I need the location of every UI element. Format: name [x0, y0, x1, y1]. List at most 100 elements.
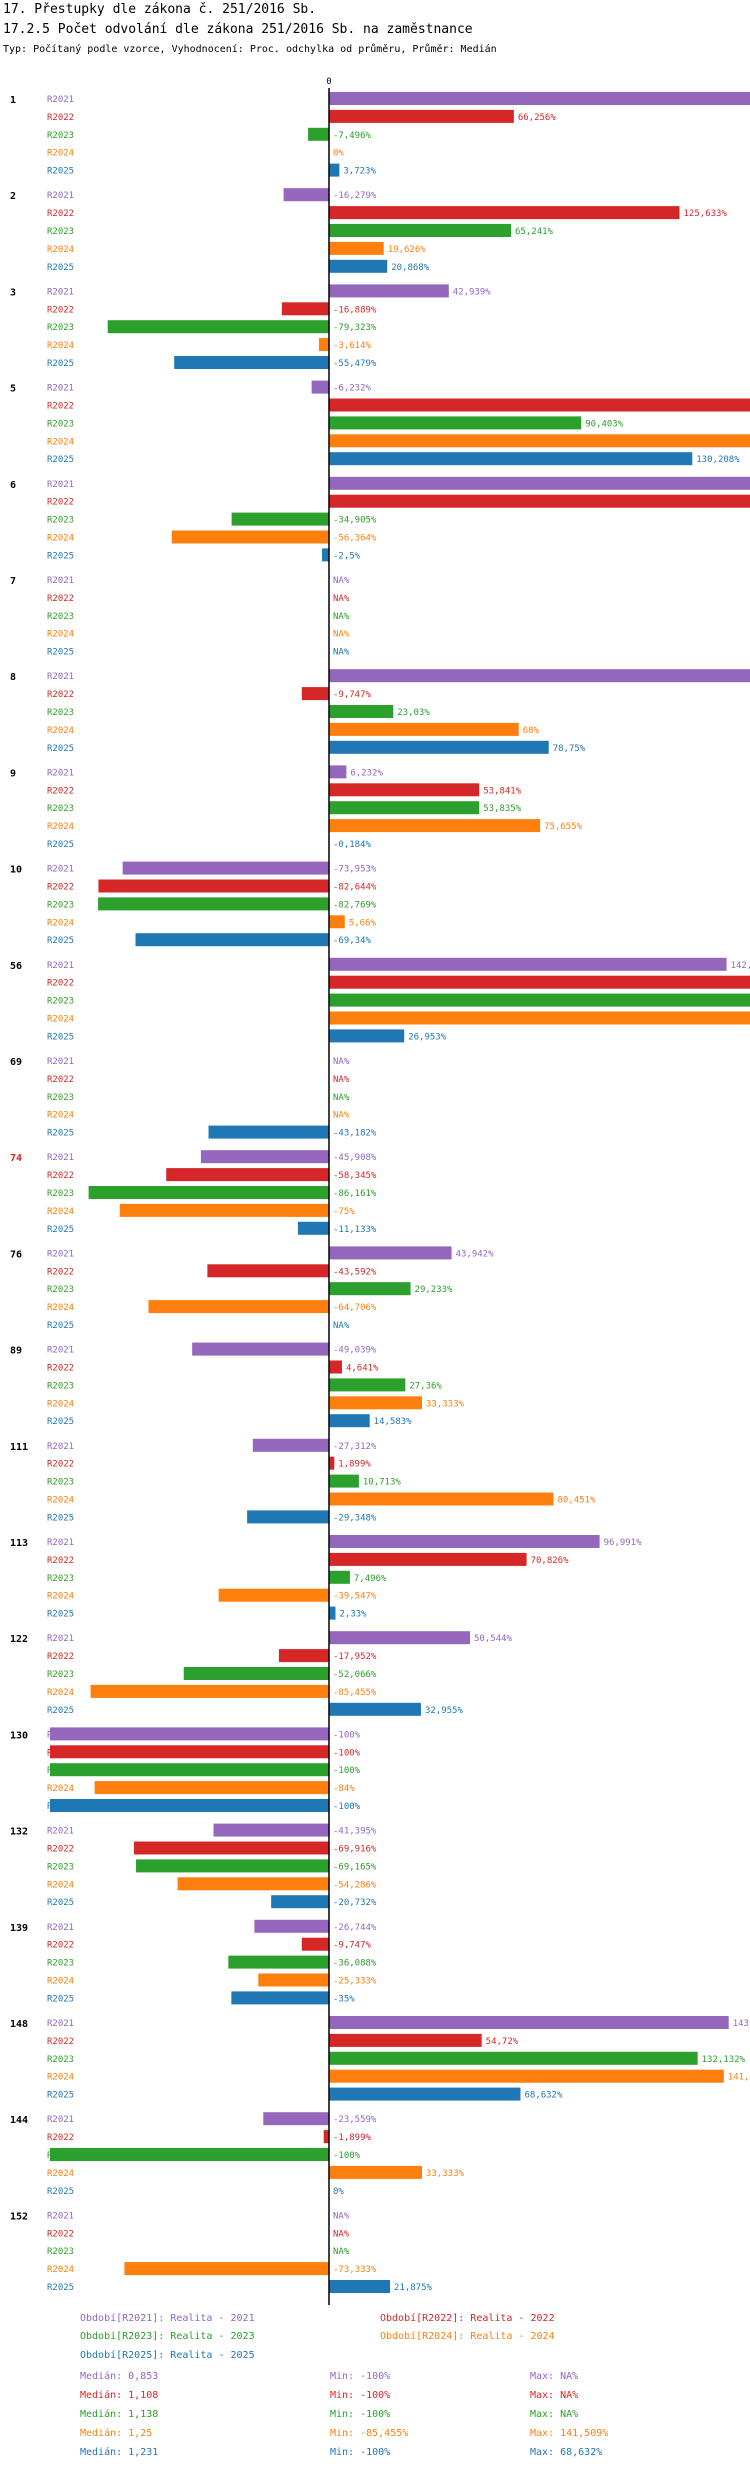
- series-label-r2023: R2023: [47, 516, 74, 526]
- group-label-8: 8: [10, 672, 16, 683]
- data-label-9-r2023: 53,835%: [483, 804, 522, 814]
- data-label-8-r2025: 78,75%: [553, 744, 586, 754]
- bar-148-r2025: [329, 2087, 521, 2101]
- series-label-r2022: R2022: [47, 402, 74, 412]
- series-label-r2023: R2023: [47, 1285, 74, 1295]
- data-label-122-r2025: 32,955%: [425, 1706, 464, 1716]
- data-label-152-r2025: 21,875%: [394, 2283, 433, 2293]
- data-label-3-r2022: -16,889%: [333, 305, 377, 315]
- series-label-r2021: R2021: [47, 1442, 74, 1452]
- bar-113-r2023: [329, 1570, 350, 1584]
- series-label-r2021: R2021: [47, 672, 74, 682]
- bar-5-r2022: [329, 398, 750, 412]
- data-label-132-r2025: -20,732%: [333, 1898, 377, 1908]
- series-label-r2022: R2022: [47, 1075, 74, 1085]
- series-label-r2021: R2021: [47, 1346, 74, 1356]
- bar-8-r2024: [329, 722, 519, 736]
- data-label-3-r2025: -55,479%: [333, 359, 377, 369]
- series-label-r2023: R2023: [47, 323, 74, 333]
- bar-130-r2024: [94, 1781, 329, 1795]
- series-label-r2023: R2023: [47, 900, 74, 910]
- series-label-r2024: R2024: [47, 1784, 74, 1794]
- series-label-r2024: R2024: [47, 341, 74, 351]
- bar-113-r2021: [329, 1535, 600, 1548]
- bar-74-r2024: [119, 1203, 329, 1217]
- series-label-r2025: R2025: [47, 840, 74, 850]
- bar-113-r2025: [329, 1606, 336, 1620]
- series-label-r2021: R2021: [47, 961, 74, 971]
- bar-3-r2025: [174, 356, 329, 369]
- series-label-r2022: R2022: [47, 1556, 74, 1566]
- series-label-r2022: R2022: [47, 1941, 74, 1951]
- bar-111-r2023: [329, 1474, 359, 1488]
- series-label-r2023: R2023: [47, 997, 74, 1007]
- stat-median-r2023: Medián: 1,138: [80, 2409, 159, 2420]
- data-label-10-r2025: -69,34%: [333, 936, 372, 946]
- data-label-113-r2022: 70,826%: [531, 1556, 570, 1566]
- data-label-1-r2022: 66,256%: [518, 113, 557, 123]
- bar-3-r2023: [107, 320, 329, 334]
- data-label-89-r2022: 4,641%: [346, 1364, 379, 1374]
- series-label-r2025: R2025: [47, 1032, 74, 1042]
- series-label-r2021: R2021: [47, 1057, 74, 1067]
- data-label-5-r2025: 130,208%: [696, 455, 740, 465]
- data-label-139-r2025: -35%: [333, 1994, 355, 2004]
- bar-122-r2021: [329, 1631, 471, 1645]
- series-label-r2024: R2024: [47, 1592, 74, 1602]
- series-label-r2022: R2022: [47, 883, 74, 893]
- data-label-10-r2023: -82,769%: [333, 900, 377, 910]
- group-label-9: 9: [10, 768, 16, 779]
- data-label-89-r2021: -49,039%: [333, 1346, 377, 1356]
- series-label-r2024: R2024: [47, 1688, 74, 1698]
- bar-139-r2024: [258, 1973, 329, 1987]
- data-label-89-r2023: 27,36%: [409, 1381, 442, 1391]
- bar-56-r2025: [329, 1029, 405, 1043]
- legend-period-r2025: Období[R2025]: Realita - 2025: [80, 2350, 255, 2361]
- data-label-1-r2024: 0%: [333, 149, 344, 159]
- data-label-7-r2024: NA%: [333, 630, 350, 640]
- data-label-9-r2021: 6,232%: [350, 768, 383, 778]
- data-label-7-r2023: NA%: [333, 612, 350, 622]
- series-label-r2021: R2021: [47, 865, 74, 875]
- bar-10-r2024: [329, 915, 345, 929]
- data-label-6-r2025: -2,5%: [333, 551, 361, 561]
- series-label-r2021: R2021: [47, 2211, 74, 2221]
- data-label-132-r2022: -69,916%: [333, 1845, 377, 1855]
- bar-122-r2023: [183, 1667, 329, 1680]
- data-label-130-r2022: -100%: [333, 1748, 361, 1758]
- series-label-r2021: R2021: [47, 576, 74, 586]
- bar-113-r2022: [329, 1552, 527, 1566]
- series-label-r2025: R2025: [47, 455, 74, 465]
- data-label-10-r2024: 5,66%: [349, 918, 377, 928]
- series-label-r2025: R2025: [47, 648, 74, 658]
- data-label-148-r2022: 54,72%: [486, 2037, 519, 2047]
- data-label-2-r2022: 125,633%: [684, 209, 728, 219]
- series-label-r2021: R2021: [47, 1634, 74, 1644]
- series-label-r2024: R2024: [47, 1207, 74, 1217]
- data-label-9-r2022: 53,841%: [483, 786, 522, 796]
- bar-1-r2022: [329, 109, 514, 123]
- data-label-74-r2023: -86,161%: [333, 1189, 377, 1199]
- data-label-132-r2023: -69,165%: [333, 1862, 377, 1872]
- series-label-r2022: R2022: [47, 498, 74, 508]
- series-label-r2025: R2025: [47, 2283, 74, 2293]
- bar-5-r2021: [311, 380, 329, 394]
- bar-132-r2024: [177, 1877, 329, 1891]
- data-label-69-r2025: -43,182%: [333, 1129, 377, 1139]
- bar-130-r2023: [50, 1763, 329, 1777]
- series-label-r2023: R2023: [47, 1093, 74, 1103]
- bar-56-r2021: [329, 957, 727, 971]
- series-label-r2024: R2024: [47, 1880, 74, 1890]
- chart-subtitle: 17.2.5 Počet odvolání dle zákona 251/201…: [3, 22, 473, 37]
- bar-144-r2021: [263, 2112, 329, 2126]
- series-label-r2023: R2023: [47, 227, 74, 237]
- data-label-144-r2024: 33,333%: [426, 2169, 465, 2179]
- stat-median-r2021: Medián: 0,853: [80, 2371, 159, 2382]
- data-label-152-r2023: NA%: [333, 2247, 350, 2257]
- bar-76-r2021: [329, 1246, 452, 1260]
- bar-8-r2023: [329, 705, 394, 718]
- bar-9-r2022: [329, 783, 480, 797]
- series-label-r2025: R2025: [47, 167, 74, 177]
- series-label-r2021: R2021: [47, 1153, 74, 1163]
- group-label-89: 89: [10, 1346, 22, 1357]
